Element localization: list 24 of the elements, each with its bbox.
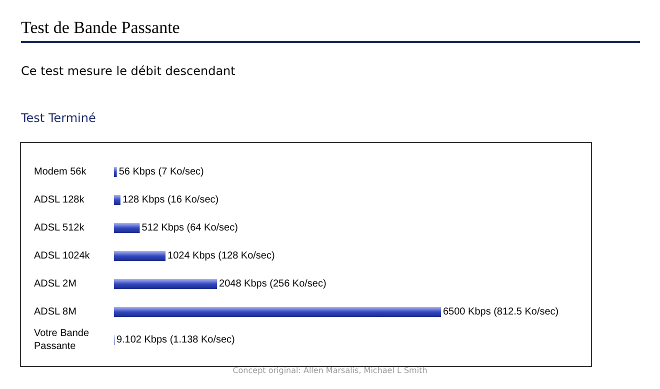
- chart-title: Test de Bande Passante: [21, 18, 640, 43]
- data-label: 6500 Kbps (812.5 Ko/sec): [443, 306, 559, 318]
- y-tick-label: ADSL 512k: [34, 222, 86, 234]
- data-label: 2048 Kbps (256 Ko/sec): [219, 278, 326, 290]
- y-tick-label: ADSL 2M: [34, 278, 76, 290]
- y-tick-label: ADSL 8M: [34, 306, 76, 318]
- chart-subtitle: Ce test mesure le débit descendant: [21, 64, 236, 78]
- bar: [114, 307, 441, 317]
- y-tick-label: Votre Bande Passante: [34, 328, 92, 352]
- bar: [114, 251, 166, 261]
- bar: [114, 279, 218, 289]
- y-tick-label: ADSL 1024k: [34, 250, 91, 262]
- bar: [114, 167, 117, 177]
- data-label: 512 Kbps (64 Ko/sec): [142, 222, 238, 234]
- data-label: 56 Kbps (7 Ko/sec): [118, 166, 204, 178]
- text: Concept original: Allen Marsalis, Michael L Smith: [232, 366, 428, 375]
- bar: [114, 223, 140, 233]
- y-tick-label: ADSL 128k: [34, 194, 86, 206]
- y-tick-label: Modem 56k: [34, 166, 88, 178]
- data-label: 1024 Kbps (128 Ko/sec): [168, 250, 275, 262]
- bar: [114, 195, 120, 205]
- text: Test Terminé: [21, 111, 96, 125]
- data-label: 128 Kbps (16 Ko/sec): [122, 194, 219, 206]
- data-label: 9.102 Kbps (1.138 Ko/sec): [116, 334, 235, 346]
